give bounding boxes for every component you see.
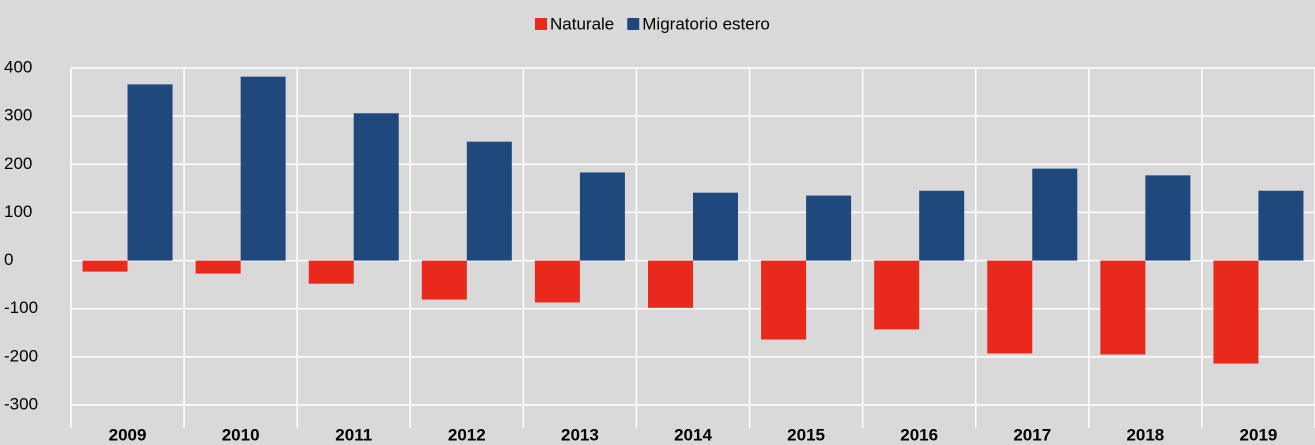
y-tick-label: 200 [4,154,32,173]
bar [1145,175,1191,261]
bar [1258,190,1304,261]
legend-label: Migratorio estero [642,14,770,33]
bar [240,76,286,261]
bar [82,260,128,272]
x-tick-label: 2017 [1013,425,1051,444]
bar [1100,260,1146,355]
bar [466,141,512,261]
bar [761,260,807,340]
x-tick-label: 2014 [674,425,712,444]
bar [1213,260,1259,364]
y-tick-label: -100 [4,298,38,317]
legend-swatch [535,18,547,30]
bar [1032,168,1078,261]
x-tick-label: 2010 [222,425,260,444]
y-tick-label: -200 [4,346,38,365]
x-tick-label: 2011 [335,425,372,444]
bar [421,260,467,300]
y-tick-label: -300 [4,394,38,413]
x-tick-label: 2019 [1240,425,1278,444]
bar [919,190,965,261]
bar [195,260,241,274]
x-tick-label: 2015 [787,425,825,444]
y-tick-label: 400 [4,57,32,76]
legend-label: Naturale [550,14,614,33]
bar [308,260,354,284]
x-tick-label: 2012 [448,425,486,444]
x-tick-label: 2013 [561,425,599,444]
bar [806,195,852,261]
bar [987,260,1033,354]
y-tick-label: 100 [4,202,32,221]
legend-swatch [627,18,640,30]
y-tick-label: 300 [4,106,32,125]
x-tick-label: 2016 [900,425,938,444]
bar [353,113,399,261]
bar [579,172,625,261]
bar [874,260,920,330]
x-tick-label: 2018 [1126,425,1164,444]
x-tick-label: 2009 [109,425,147,444]
bar [127,84,173,261]
bar [693,192,738,261]
y-tick-label: 0 [4,250,13,269]
bar [648,260,693,308]
bar [534,260,580,303]
